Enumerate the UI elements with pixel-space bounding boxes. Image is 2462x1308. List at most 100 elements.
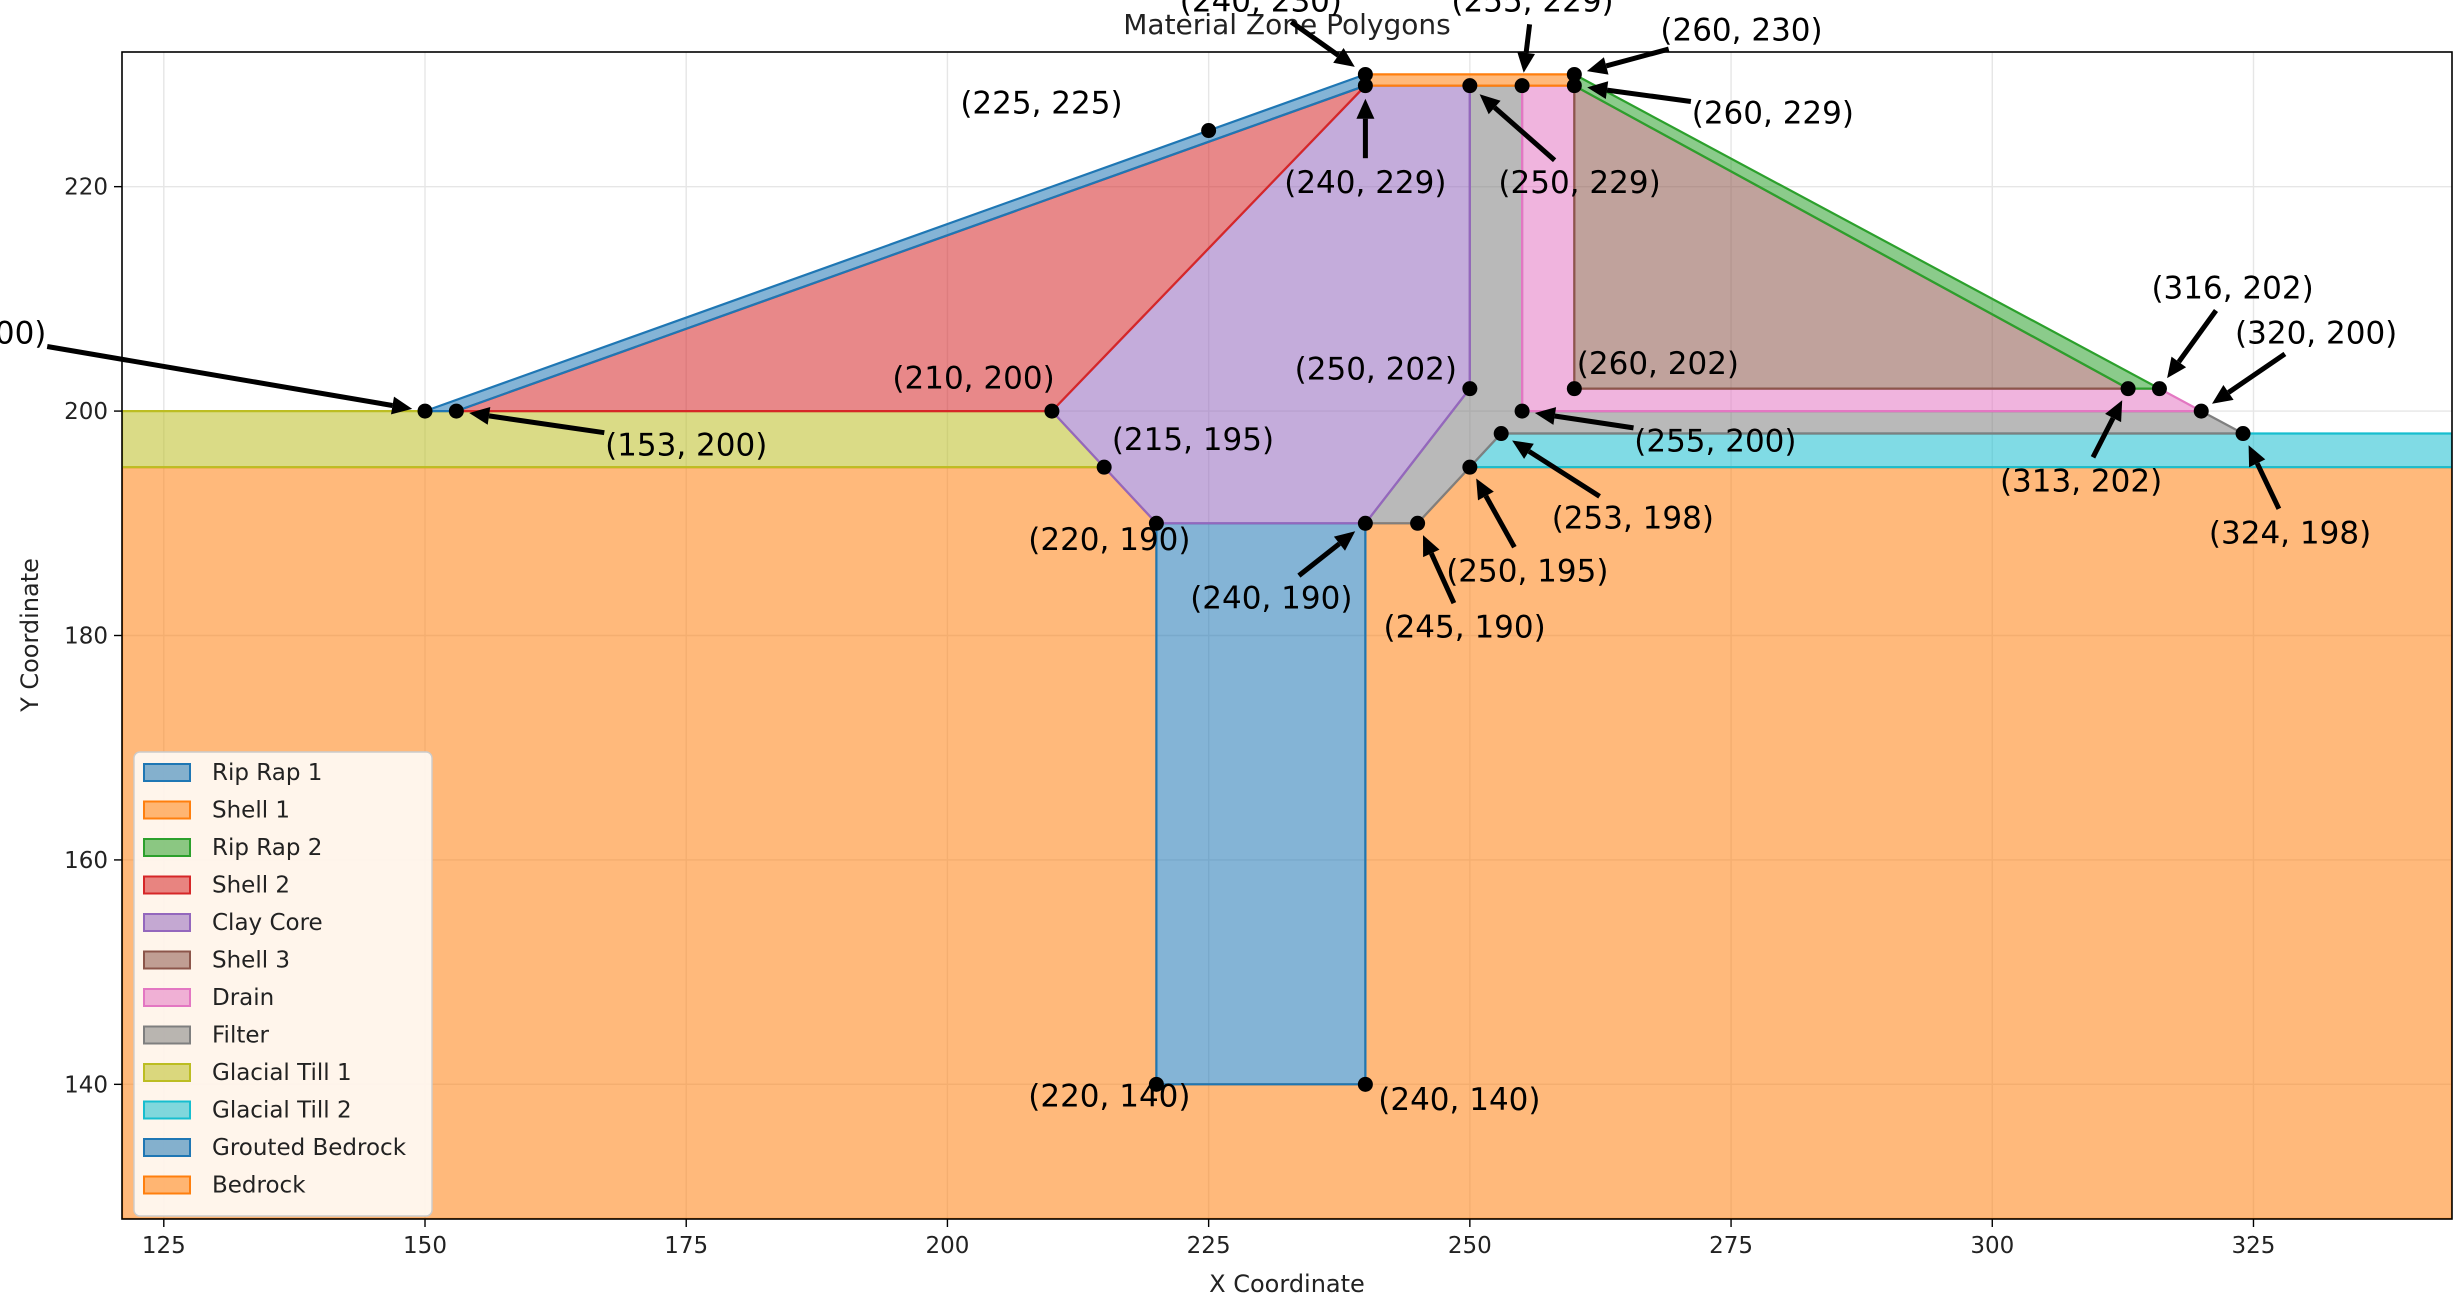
- annotation-label: (260, 230): [1660, 13, 1822, 49]
- annotation-label: (240, 229): [1284, 165, 1446, 201]
- annotation-arrowhead: [2248, 445, 2266, 468]
- legend-label-glacial-till-2: Glacial Till 2: [212, 1098, 352, 1124]
- legend-label-clay-core: Clay Core: [212, 910, 323, 936]
- annotation-label: (210, 200): [892, 360, 1054, 396]
- annotation-label: (240, 230): [1180, 0, 1342, 19]
- vertex-point: [2193, 403, 2209, 419]
- y-axis-label: Y Coordinate: [16, 558, 44, 713]
- annotation-arrow: [1554, 413, 1634, 431]
- annotation-arrowhead: [469, 407, 491, 425]
- y-tick-label: 180: [64, 624, 108, 650]
- annotation-arrow: [2176, 309, 2219, 364]
- legend-label-rip-rap-1: Rip Rap 1: [212, 760, 322, 786]
- annotation-arrowhead: [2212, 385, 2234, 404]
- vertex-point: [1566, 78, 1582, 94]
- annotation-arrow: [1606, 87, 1692, 104]
- annotation-label: (250, 195): [1446, 553, 1608, 589]
- annotation-label: (316, 202): [2151, 271, 2313, 307]
- annotation-arrowhead: [1333, 531, 1356, 551]
- annotation-label: (220, 140): [1028, 1079, 1190, 1115]
- vertex-point: [1410, 515, 1426, 531]
- legend-swatch-drain: [143, 988, 191, 1007]
- y-tick-label: 160: [64, 848, 108, 874]
- annotation-label: (260, 202): [1577, 346, 1739, 382]
- annotation-arrowhead: [2167, 356, 2187, 379]
- vertex-point: [1201, 123, 1217, 139]
- legend-swatch-filter: [143, 1025, 191, 1045]
- annotation-label: (260, 229): [1692, 96, 1854, 132]
- annotation-arrowhead: [1423, 535, 1440, 558]
- legend-swatch-rip-rap-1: [143, 763, 191, 782]
- annotation-arrowhead: [2105, 400, 2123, 423]
- annotation-arrows: [46, 19, 2287, 605]
- vertex-point: [1514, 78, 1530, 94]
- zone-polygons: [122, 73, 2452, 1219]
- zone-glacial-till-2: [1468, 432, 2452, 469]
- annotation-arrowhead: [391, 396, 413, 415]
- x-tick-label: 175: [664, 1233, 708, 1259]
- annotation-label: (320, 200): [2235, 316, 2397, 352]
- x-tick-label: 275: [1709, 1233, 1753, 1259]
- legend-label-shell-1: Shell 1: [212, 798, 290, 824]
- annotation-arrowhead: [1356, 98, 1375, 119]
- legend-label-glacial-till-1: Glacial Till 1: [212, 1060, 352, 1086]
- y-tick-label: 200: [64, 399, 108, 425]
- annotation-labels: (150, 200) (153, 200) (225, 225) (240, 230)…: [0, 0, 2397, 1118]
- legend-label-shell-3: Shell 3: [212, 948, 290, 974]
- annotation-arrow: [2090, 416, 2116, 459]
- y-axis-ticks: 140 160 180 200 220: [64, 175, 122, 1098]
- annotation-arrow: [46, 344, 393, 408]
- x-tick-label: 225: [1187, 1233, 1231, 1259]
- annotation-arrow: [2227, 351, 2287, 395]
- annotation-arrowhead: [1587, 81, 1609, 99]
- annotation-label: (240, 190): [1190, 580, 1352, 616]
- vertex-point: [1514, 403, 1530, 419]
- legend-swatch-clay-core: [143, 913, 191, 932]
- x-tick-label: 125: [142, 1233, 186, 1259]
- vertex-point: [417, 403, 433, 419]
- annotation-label: (215, 195): [1112, 422, 1274, 458]
- x-tick-label: 200: [925, 1233, 969, 1259]
- annotation-label: (245, 190): [1383, 610, 1545, 646]
- annotation-arrow: [488, 413, 605, 436]
- vertex-point: [2120, 381, 2136, 397]
- legend-label-shell-2: Shell 2: [212, 873, 290, 899]
- vertex-point: [2151, 381, 2167, 397]
- vertex-point: [1462, 78, 1478, 94]
- annotation-arrow: [1289, 19, 1340, 58]
- vertex-point: [2235, 426, 2251, 442]
- vertex-point: [448, 403, 464, 419]
- legend: Rip Rap 1 Shell 1 Rip Rap 2 Shell 2 Clay Cor…: [133, 751, 433, 1217]
- annotation-arrowhead: [1479, 94, 1501, 115]
- legend-label-grouted-bedrock: Grouted Bedrock: [212, 1135, 407, 1161]
- annotation-label: (313, 202): [2000, 464, 2162, 500]
- x-tick-label: 250: [1448, 1233, 1492, 1259]
- annotation-arrowhead: [1333, 48, 1355, 67]
- annotation-arrowhead: [1586, 57, 1609, 75]
- vertex-point: [1357, 78, 1373, 94]
- legend-box: [133, 751, 433, 1217]
- annotation-label: (153, 200): [605, 428, 767, 464]
- legend-label-filter: Filter: [212, 1023, 270, 1049]
- x-axis-ticks: 125 150 175 200 225 250 275 300 325: [142, 1219, 2275, 1259]
- vertex-point: [1148, 515, 1164, 531]
- annotation-arrowhead: [1517, 51, 1535, 73]
- annotation-label: (225, 225): [960, 85, 1122, 121]
- vertex-point: [1357, 1076, 1373, 1092]
- legend-swatch-glacial-till-2: [143, 1100, 191, 1120]
- vertex-point: [1493, 426, 1509, 442]
- vertex-point: [1357, 66, 1373, 82]
- annotation-arrowhead: [1476, 478, 1494, 501]
- chart-title: Material Zone Polygons: [1123, 8, 1450, 41]
- vertex-point: [1044, 403, 1060, 419]
- annotation-label: (250, 202): [1295, 351, 1457, 387]
- y-tick-label: 220: [64, 175, 108, 201]
- legend-swatch-shell-3: [143, 950, 191, 970]
- annotation-arrow: [1483, 494, 1517, 549]
- legend-swatch-shell-2: [143, 875, 191, 895]
- annotation-label: (240, 140): [1378, 1082, 1540, 1118]
- legend-swatch-grouted-bedrock: [143, 1138, 191, 1157]
- annotation-arrow: [1523, 23, 1533, 54]
- vertex-point: [1096, 459, 1112, 475]
